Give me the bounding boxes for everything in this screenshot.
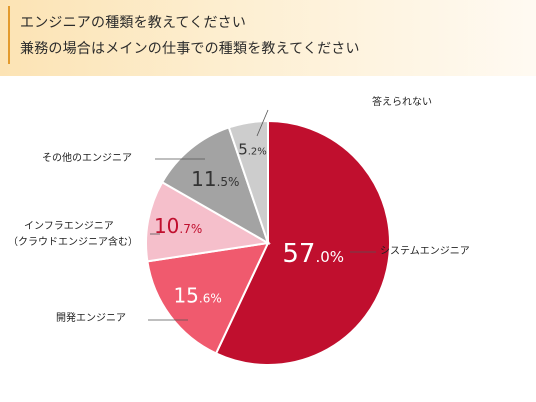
slice-cannot-answer — [227, 119, 269, 244]
value-label-cannot-answer-decimal: .2% — [248, 146, 267, 157]
value-label-development-engineer-decimal: .6% — [199, 292, 222, 306]
value-label-other-engineer-decimal: .5% — [217, 175, 240, 189]
value-label-system-engineer-integer: 57 — [282, 239, 315, 269]
value-label-other-engineer: 11.5% — [191, 167, 239, 191]
category-label-system-engineer: システムエンジニア — [380, 246, 470, 257]
value-label-cannot-answer-integer: 5 — [238, 140, 248, 158]
chart-title-line-2: 兼務の場合はメインの仕事での種類を教えてください — [20, 41, 360, 57]
slice-development-engineer — [146, 241, 270, 355]
value-label-cannot-answer: 5.2% — [238, 140, 267, 158]
category-label-cannot-answer: 答えられない — [372, 97, 432, 108]
value-label-infra-engineer-integer: 10 — [154, 214, 179, 238]
header-accent-bar — [8, 6, 10, 64]
value-label-infra-engineer-decimal: .7% — [179, 222, 202, 236]
slice-other-engineer — [160, 126, 270, 246]
value-label-other-engineer-integer: 11 — [191, 167, 216, 191]
value-label-system-engineer-decimal: .0% — [315, 248, 344, 266]
slice-system-engineer — [214, 119, 391, 366]
category-label-other-engineer: その他のエンジニア — [42, 153, 132, 164]
chart-title-line-1: エンジニアの種類を教えてください — [20, 15, 247, 31]
value-label-development-engineer-integer: 15 — [173, 284, 198, 308]
leader-line-cannot-answer — [256, 109, 269, 137]
value-label-development-engineer: 15.6% — [173, 284, 221, 308]
category-label-development-engineer: 開発エンジニア — [56, 313, 126, 324]
slice-infra-engineer — [144, 180, 271, 263]
value-label-infra-engineer: 10.7% — [154, 214, 202, 238]
chart-header: エンジニアの種類を教えてください 兼務の場合はメインの仕事での種類を教えてくださ… — [0, 0, 536, 76]
category-label-infra-engineer-line-2: （クラウドエンジニア含む） — [8, 237, 138, 248]
value-label-system-engineer: 57.0% — [282, 239, 344, 269]
category-label-infra-engineer-line-1: インフラエンジニア — [24, 221, 114, 232]
